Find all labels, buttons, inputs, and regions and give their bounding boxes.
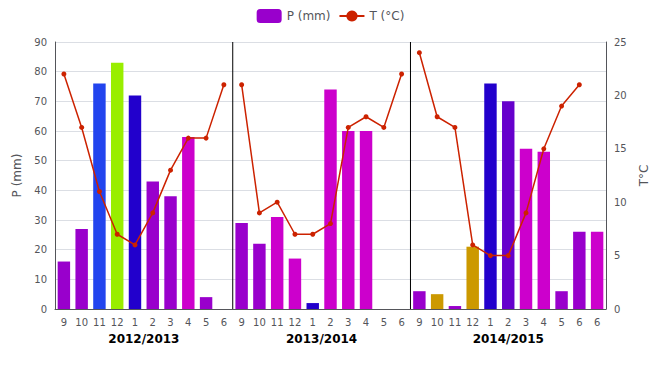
svg-text:5: 5 — [558, 317, 564, 328]
svg-text:80: 80 — [34, 66, 47, 77]
svg-text:60: 60 — [34, 126, 47, 137]
svg-text:2014/2015: 2014/2015 — [473, 332, 544, 346]
svg-text:1: 1 — [310, 317, 316, 328]
svg-text:6: 6 — [221, 317, 227, 328]
svg-text:0: 0 — [614, 304, 620, 315]
svg-text:6: 6 — [576, 317, 582, 328]
svg-text:6: 6 — [398, 317, 404, 328]
svg-text:70: 70 — [34, 96, 47, 107]
svg-text:2: 2 — [327, 317, 333, 328]
svg-text:P (mm): P (mm) — [10, 154, 24, 198]
svg-text:10: 10 — [75, 317, 88, 328]
svg-text:P (mm): P (mm) — [287, 9, 331, 23]
svg-text:4: 4 — [541, 317, 547, 328]
svg-text:40: 40 — [34, 185, 47, 196]
svg-text:9: 9 — [61, 317, 67, 328]
svg-text:0: 0 — [41, 304, 47, 315]
svg-text:10: 10 — [614, 197, 627, 208]
svg-text:9: 9 — [416, 317, 422, 328]
svg-text:4: 4 — [185, 317, 191, 328]
svg-text:2012/2013: 2012/2013 — [108, 332, 179, 346]
svg-text:12: 12 — [111, 317, 124, 328]
svg-text:1: 1 — [487, 317, 493, 328]
svg-text:20: 20 — [34, 244, 47, 255]
svg-text:2: 2 — [150, 317, 156, 328]
svg-text:3: 3 — [167, 317, 173, 328]
svg-text:12: 12 — [466, 317, 479, 328]
svg-text:20: 20 — [614, 90, 627, 101]
svg-text:2013/2014: 2013/2014 — [286, 332, 357, 346]
svg-text:9: 9 — [238, 317, 244, 328]
svg-text:T (°C): T (°C) — [368, 9, 404, 23]
svg-text:50: 50 — [34, 155, 47, 166]
svg-text:90: 90 — [34, 37, 47, 48]
svg-text:5: 5 — [614, 250, 620, 261]
svg-text:3: 3 — [523, 317, 529, 328]
svg-text:5: 5 — [203, 317, 209, 328]
svg-text:T°C: T°C — [637, 165, 651, 188]
svg-text:10: 10 — [34, 274, 47, 285]
svg-text:12: 12 — [289, 317, 302, 328]
svg-text:2: 2 — [505, 317, 511, 328]
svg-text:6: 6 — [594, 317, 600, 328]
svg-text:10: 10 — [253, 317, 266, 328]
svg-text:11: 11 — [93, 317, 106, 328]
svg-text:15: 15 — [614, 143, 627, 154]
svg-text:1: 1 — [132, 317, 138, 328]
svg-text:30: 30 — [34, 215, 47, 226]
svg-text:11: 11 — [449, 317, 462, 328]
svg-text:4: 4 — [363, 317, 369, 328]
svg-text:10: 10 — [431, 317, 444, 328]
svg-text:11: 11 — [271, 317, 284, 328]
svg-text:25: 25 — [614, 37, 627, 48]
svg-text:5: 5 — [381, 317, 387, 328]
svg-text:3: 3 — [345, 317, 351, 328]
